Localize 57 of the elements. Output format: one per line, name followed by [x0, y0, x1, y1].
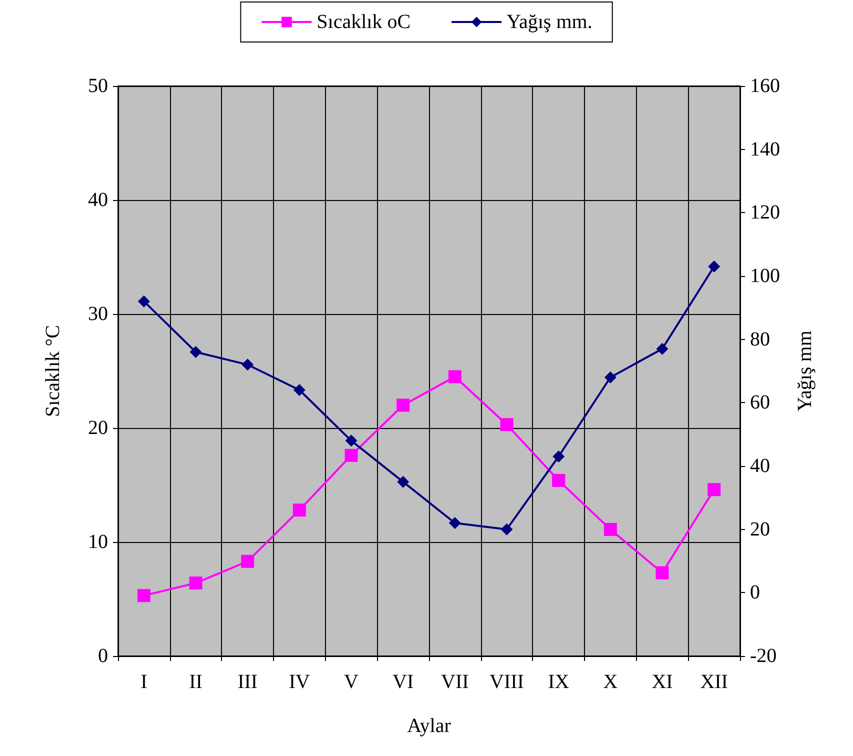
point	[552, 450, 565, 462]
y2-tick-label: 160	[750, 75, 780, 97]
y2-tick-label: 40	[750, 455, 770, 477]
x-tick-label: II	[189, 671, 202, 693]
point	[500, 418, 514, 432]
x-tick-label: X	[603, 671, 618, 693]
point	[604, 522, 617, 536]
x-tick-label: VIII	[490, 671, 524, 693]
x-tick-label: XI	[652, 671, 673, 693]
point	[396, 398, 410, 412]
y-tick-label: 10	[88, 531, 108, 553]
x-tick-label: I	[140, 671, 148, 693]
point	[397, 476, 410, 488]
x-tick-label: III	[238, 671, 258, 693]
point	[448, 517, 461, 529]
y2-tick-label: -20	[750, 645, 777, 667]
point	[656, 342, 668, 355]
y2-tick-label: 20	[750, 518, 770, 540]
y2-tick-label: 140	[750, 138, 780, 160]
point	[708, 483, 721, 496]
x-tick-label: IX	[548, 671, 570, 693]
point	[137, 589, 150, 602]
legend-label: Sıcaklık oC	[316, 11, 411, 33]
y2-tick-label: 0	[750, 582, 760, 604]
x-tick-label: XII	[700, 671, 728, 693]
x-tick-label: VII	[441, 671, 469, 693]
y2-tick-label: 120	[750, 202, 780, 224]
y-tick-label: 0	[98, 645, 108, 667]
y2-axis-title: Yağış mm	[794, 330, 816, 412]
x-tick-label: IV	[288, 671, 311, 693]
x-axis-title: Aylar	[407, 715, 452, 737]
point	[552, 474, 566, 487]
point	[448, 370, 462, 384]
y2-tick-label: 60	[750, 392, 770, 414]
point	[241, 554, 254, 568]
x-tick-label: VI	[392, 671, 414, 693]
point	[293, 384, 306, 396]
point	[708, 260, 720, 272]
point	[604, 371, 616, 384]
point	[189, 576, 202, 590]
point	[292, 504, 306, 517]
y2-tick-label: 100	[750, 265, 780, 287]
legend-label: Yağış mm.	[506, 11, 592, 33]
point	[242, 358, 254, 371]
y-tick-label: 20	[88, 417, 108, 439]
point	[344, 448, 358, 462]
point	[138, 295, 150, 308]
y-axis-title: Sıcaklık °C	[42, 325, 64, 417]
y-tick-label: 30	[88, 303, 108, 325]
point	[345, 434, 358, 447]
point	[190, 346, 202, 358]
y2-tick-label: 80	[750, 328, 770, 350]
y-tick-label: 50	[88, 75, 108, 97]
x-tick-label: V	[344, 671, 360, 693]
y-tick-label: 40	[88, 189, 108, 211]
point	[500, 523, 513, 536]
point	[656, 566, 669, 580]
